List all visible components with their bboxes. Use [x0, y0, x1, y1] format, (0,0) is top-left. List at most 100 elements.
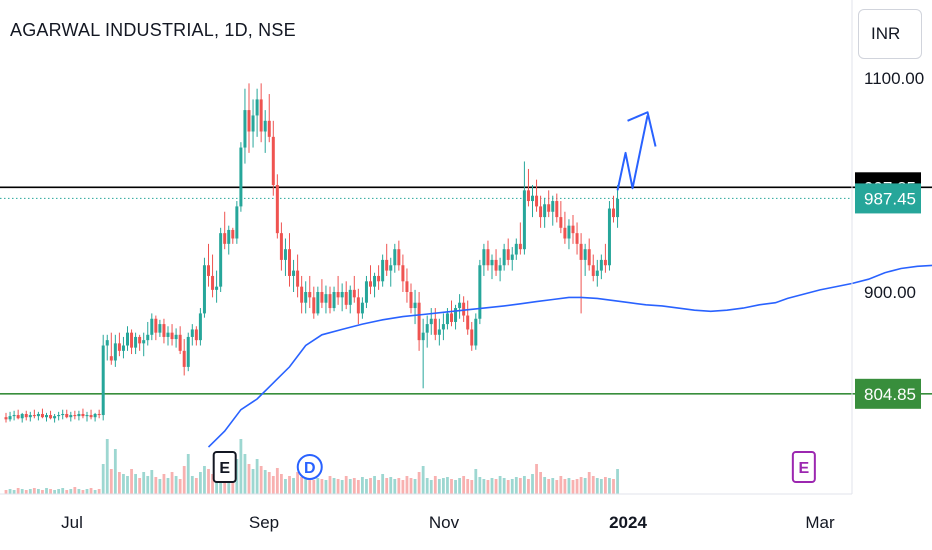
- x-tick-label: Jul: [61, 513, 83, 532]
- candle-body: [81, 413, 85, 417]
- volume-bar: [280, 474, 283, 494]
- volume-bar: [599, 479, 603, 494]
- volume-bar: [134, 474, 137, 494]
- volume-bar: [77, 489, 81, 494]
- volume-bar: [510, 479, 514, 494]
- volume-bar: [344, 476, 348, 494]
- horizontal-levels: [0, 186, 932, 395]
- candle-body: [134, 336, 138, 348]
- price-label-bg: [855, 378, 921, 409]
- volume-bar: [150, 470, 154, 494]
- volume-bar: [612, 479, 615, 494]
- candle-body: [267, 120, 271, 137]
- candle-body: [462, 302, 466, 316]
- volume-bar: [97, 489, 101, 494]
- volume-bar: [381, 474, 385, 494]
- volume-bar: [85, 489, 89, 494]
- projection-arrow: [616, 111, 657, 191]
- candle-body: [300, 286, 304, 303]
- candle-body: [142, 340, 146, 344]
- candle-body: [130, 332, 134, 348]
- volume-bar: [591, 476, 595, 494]
- moving-average: [207, 264, 932, 448]
- price-label-text: 804.85: [864, 385, 916, 404]
- candle-body: [583, 249, 587, 260]
- volume-bar: [146, 476, 150, 494]
- candle-body: [312, 297, 316, 314]
- candle-body: [105, 340, 109, 346]
- volume-bar: [555, 480, 559, 494]
- volume-bar: [393, 479, 397, 494]
- volume-bar: [53, 490, 56, 494]
- candle-body: [97, 413, 101, 416]
- candle-body: [555, 201, 559, 218]
- volume-bar: [474, 469, 478, 494]
- candle-body: [247, 110, 251, 132]
- currency-selector[interactable]: INR: [858, 9, 922, 59]
- volume-bar: [207, 469, 210, 494]
- volume-bar: [559, 476, 563, 494]
- candle-body: [510, 254, 514, 260]
- candle-body: [551, 201, 555, 212]
- volume-bar: [324, 480, 328, 494]
- volume-bar: [24, 490, 28, 494]
- volume-bar: [332, 478, 336, 494]
- candle-body: [215, 286, 219, 290]
- volume-bar: [518, 478, 522, 494]
- candle-body: [599, 259, 603, 271]
- candle-body: [154, 318, 158, 333]
- volume-bar: [446, 477, 449, 494]
- volume-bar: [308, 476, 312, 494]
- volume-bar: [284, 479, 287, 494]
- candle-body: [263, 120, 267, 132]
- ma-line: [207, 264, 932, 448]
- volume-bar: [421, 466, 425, 494]
- candle-body: [45, 415, 48, 418]
- volume-bar: [194, 478, 198, 494]
- candle-body: [207, 265, 210, 276]
- price-label-text: 987.45: [864, 189, 916, 208]
- volume-bar: [211, 474, 214, 494]
- candle-body: [514, 243, 518, 255]
- candle-body: [288, 249, 291, 276]
- candle-body: [616, 198, 620, 218]
- candle-body: [259, 99, 263, 132]
- earnings-marker[interactable]: E: [212, 451, 237, 483]
- dividend-marker[interactable]: D: [296, 454, 323, 480]
- candle-body: [320, 292, 324, 303]
- volume-bar: [28, 489, 32, 494]
- volume-bar: [575, 479, 579, 494]
- volume-bar: [304, 479, 308, 494]
- candle-body: [401, 265, 405, 282]
- candle-body: [328, 294, 332, 309]
- volume-bar: [247, 464, 251, 494]
- candle-body: [24, 413, 28, 418]
- chart-title: AGARWAL INDUSTRIAL, 1D, NSE: [10, 20, 296, 40]
- candle-body: [373, 275, 377, 287]
- candle-body: [356, 297, 360, 314]
- earnings-marker[interactable]: E: [791, 451, 816, 483]
- volume-bar: [296, 472, 299, 494]
- volume-bar: [616, 469, 619, 494]
- volume-bar: [531, 474, 534, 494]
- volume-bar: [138, 478, 142, 494]
- event-marker-label: E: [799, 460, 810, 477]
- candle-body: [202, 265, 206, 314]
- volume-bar: [478, 477, 482, 494]
- candle-body: [526, 190, 530, 202]
- candle-body: [93, 413, 97, 418]
- candle-body: [61, 413, 65, 416]
- candle-body: [255, 99, 259, 116]
- volume-bar: [409, 478, 413, 494]
- candle-body: [348, 289, 352, 305]
- candle-body: [360, 302, 364, 314]
- candle-body: [190, 329, 194, 337]
- volume-bar: [514, 477, 518, 494]
- volume-bar: [567, 478, 571, 494]
- volume-bar: [255, 459, 259, 494]
- candle-body: [531, 195, 534, 202]
- candle-body: [8, 416, 12, 420]
- candle-body: [231, 229, 235, 239]
